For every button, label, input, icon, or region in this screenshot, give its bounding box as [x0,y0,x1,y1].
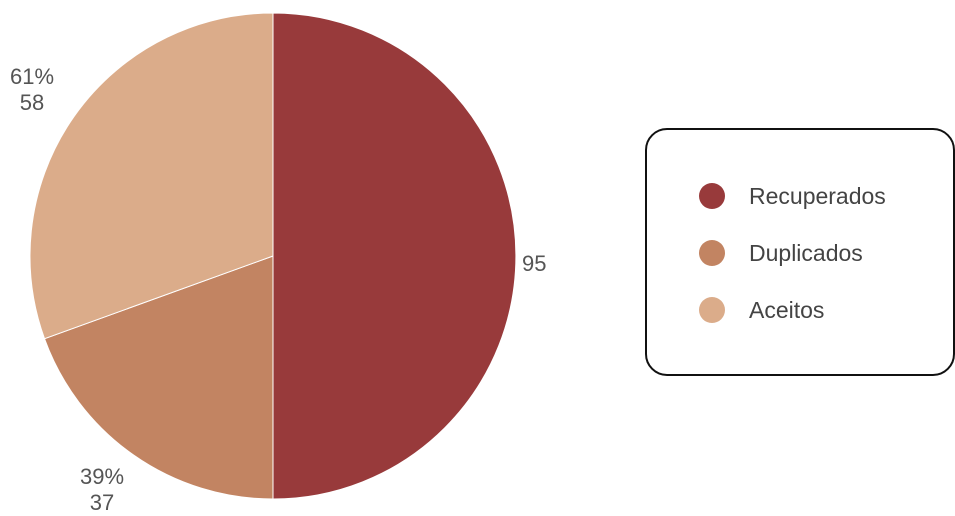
pie-slice-recuperados[interactable] [272,12,517,500]
legend-swatch [699,297,725,323]
legend: Recuperados Duplicados Aceitos [645,128,955,376]
legend-item-aceitos[interactable]: Aceitos [699,295,824,325]
legend-label: Aceitos [749,296,825,323]
slice-label-aceitos: 61% 58 [10,64,54,116]
legend-swatch [699,183,725,209]
legend-item-recuperados[interactable]: Recuperados [699,181,886,211]
value-label: 58 [19,90,45,115]
pie-slice-aceitos[interactable] [29,12,274,340]
pie-slice-duplicados[interactable] [43,255,274,500]
legend-item-duplicados[interactable]: Duplicados [699,238,863,268]
percent-label: 61% [10,64,55,89]
legend-label: Recuperados [749,182,886,209]
legend-swatch [699,240,725,266]
value-label: 95 [522,251,547,276]
percent-label: 39% [80,464,125,489]
legend-label: Duplicados [749,239,863,266]
value-label: 37 [89,490,115,515]
slice-label-recuperados: 95 [522,251,546,277]
slice-label-duplicados: 39% 37 [80,464,124,516]
